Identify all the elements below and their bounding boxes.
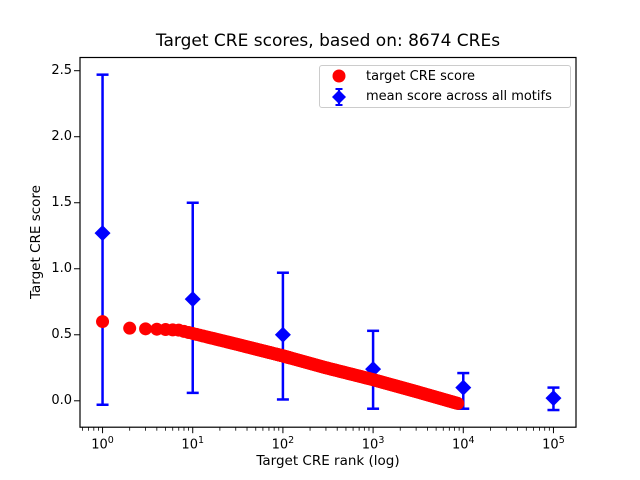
axes-frame: [79, 56, 577, 428]
mean-diamond: [184, 291, 201, 308]
legend-label: mean score across all motifs: [366, 89, 552, 105]
legend: target CRE score mean score across all m…: [319, 65, 571, 108]
mean-diamond: [274, 326, 291, 343]
y-tick-label: 1.0: [51, 260, 72, 276]
chart-title: Target CRE scores, based on: 8674 CREs: [155, 31, 501, 51]
x-axis-label: Target CRE rank (log): [256, 453, 400, 469]
diamond-errorbar-marker-icon: [320, 87, 358, 107]
y-tick-label: 2.5: [51, 62, 72, 78]
legend-label: target CRE score: [366, 68, 476, 84]
y-tick-label: 1.5: [51, 194, 72, 210]
x-ticks: [82, 427, 554, 434]
legend-item-target-cre-score: target CRE score: [320, 66, 570, 86]
mean-diamond: [94, 225, 111, 242]
mean-score-series: [94, 73, 562, 412]
mean-diamond: [455, 379, 472, 396]
mean-diamond: [545, 390, 562, 407]
x-tick-label: 101: [181, 435, 205, 453]
x-tick-label: 102: [271, 435, 295, 453]
y-tick-label: 2.0: [51, 128, 72, 144]
target-score-series: [96, 315, 465, 410]
x-tick-label: 104: [451, 435, 475, 453]
y-tick-label: 0.0: [51, 392, 72, 408]
x-tick-label: 103: [361, 435, 385, 453]
x-tick-label: 100: [91, 435, 114, 453]
circle-marker-icon: [320, 66, 358, 86]
y-ticks: [74, 70, 80, 402]
legend-item-mean-score: mean score across all motifs: [320, 87, 570, 107]
y-tick-label: 0.5: [51, 326, 72, 342]
x-tick-label: 105: [542, 435, 565, 453]
